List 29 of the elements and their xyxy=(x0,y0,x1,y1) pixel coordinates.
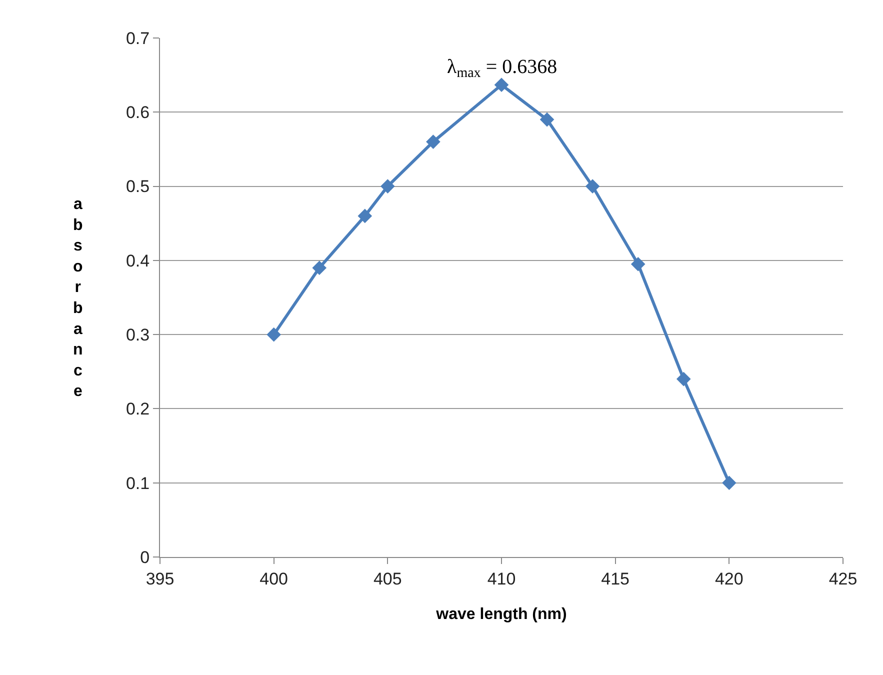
y-tick-label: 0 xyxy=(140,548,150,567)
point xyxy=(312,260,327,275)
x-tick-label: 420 xyxy=(714,569,744,588)
y-tick-label: 0.7 xyxy=(126,28,150,48)
x-tick-label: 400 xyxy=(260,569,288,588)
y-tick-label: 0.5 xyxy=(126,177,150,196)
point xyxy=(540,112,554,127)
x-tick-label: 410 xyxy=(487,569,516,588)
x-tick-label: 415 xyxy=(601,569,630,588)
point xyxy=(722,476,736,490)
y-tick-label: 0.6 xyxy=(126,103,150,122)
point xyxy=(585,179,600,194)
point xyxy=(380,179,395,194)
x-axis-title: wave length (nm) xyxy=(435,606,567,624)
point xyxy=(494,78,509,92)
x-tick-label: 405 xyxy=(373,569,402,588)
point xyxy=(358,208,372,224)
point xyxy=(426,134,440,149)
point xyxy=(630,256,646,272)
annotation: λ$_{max}$ = 0.6368 xyxy=(447,56,558,82)
y-tick-label: 0.4 xyxy=(126,251,150,270)
y-tick-label: 0.1 xyxy=(126,474,150,493)
point xyxy=(676,372,691,386)
x-tick-label: 425 xyxy=(828,569,858,588)
text: absorbance xyxy=(73,196,83,400)
y-tick-label: 0.3 xyxy=(126,326,150,345)
point xyxy=(266,327,281,342)
y-tick-label: 0.2 xyxy=(126,400,150,419)
x-tick-label: 395 xyxy=(146,569,174,588)
